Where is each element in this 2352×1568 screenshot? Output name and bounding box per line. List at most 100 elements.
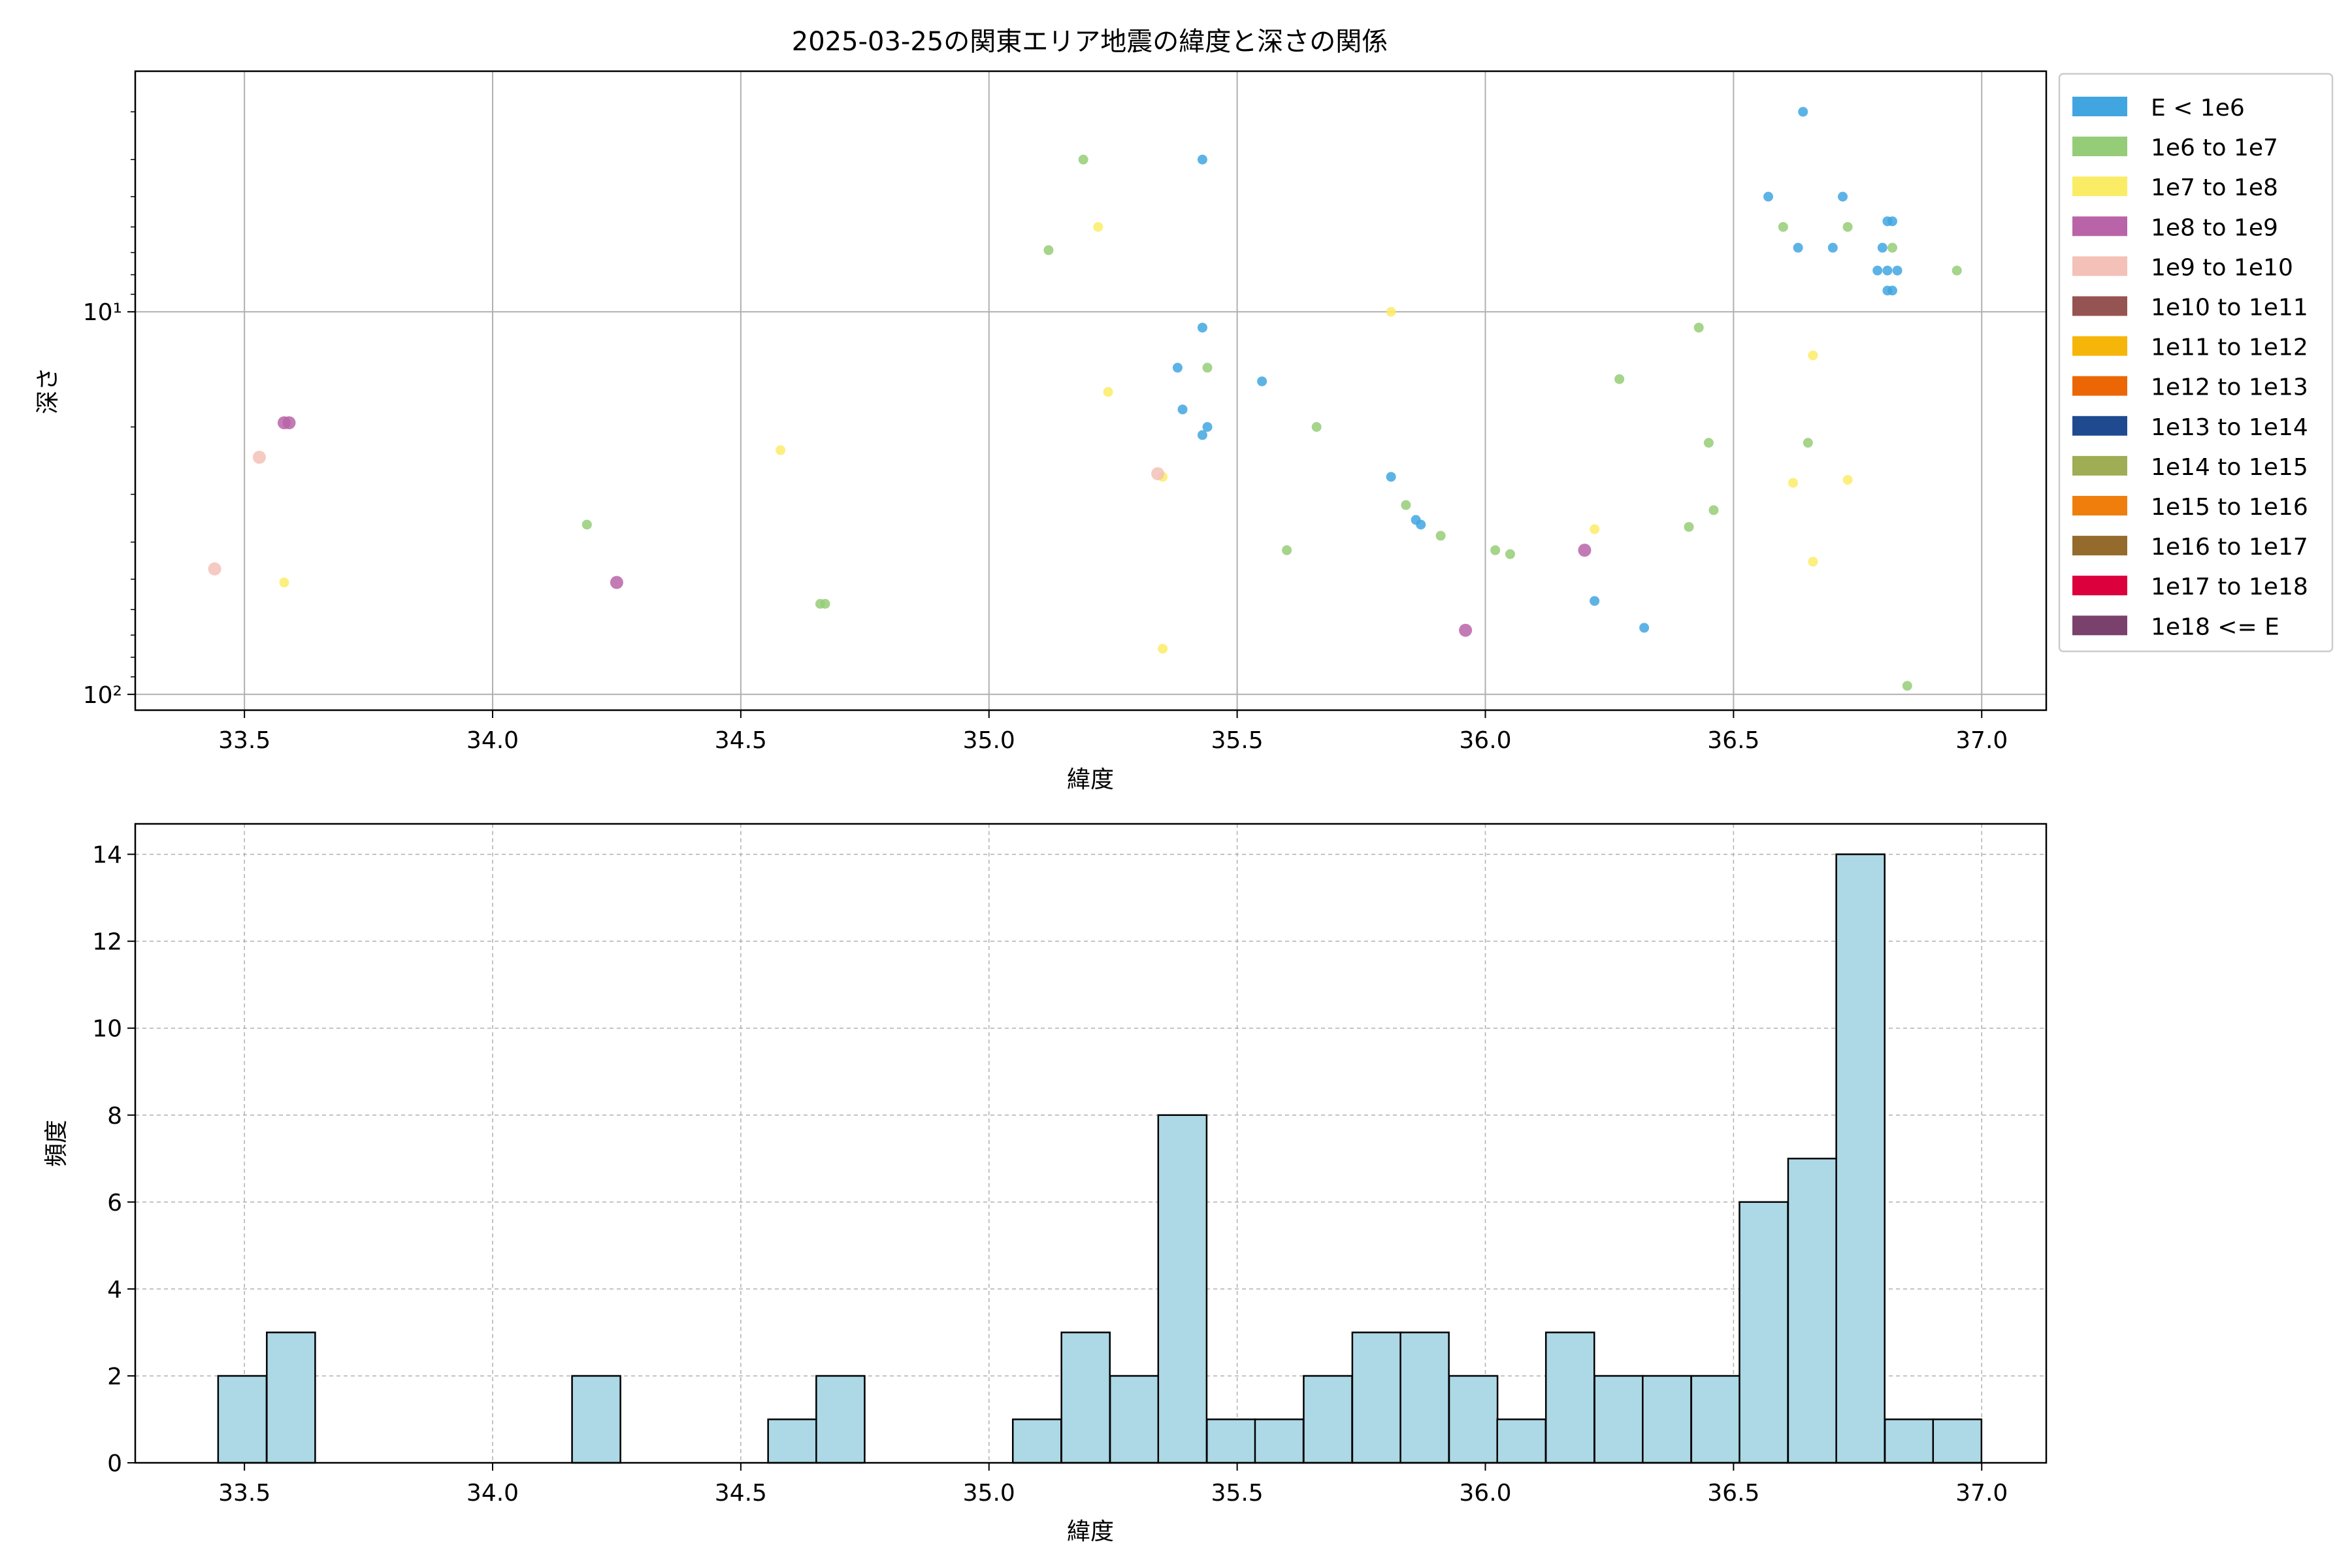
histogram-x-tick-label: 36.0 bbox=[1459, 1480, 1511, 1507]
scatter-point bbox=[1158, 644, 1168, 654]
scatter-point bbox=[776, 445, 786, 455]
scatter-ylabel: 深さ bbox=[35, 367, 61, 414]
histogram-bar bbox=[1593, 1375, 1644, 1464]
histogram-bar bbox=[1544, 1331, 1595, 1464]
legend-label: 1e11 to 1e12 bbox=[2151, 335, 2308, 361]
histogram-bar bbox=[1206, 1418, 1256, 1464]
scatter-point bbox=[1311, 422, 1322, 433]
scatter-point bbox=[1803, 438, 1813, 448]
scatter-point bbox=[1043, 245, 1054, 255]
legend-swatch bbox=[2072, 576, 2127, 596]
legend-label: 1e14 to 1e15 bbox=[2151, 454, 2308, 481]
histogram-ticks: 33.5 34.0 34.5 35.0 35.5 36.0 36.5 37.0 0 2 4 6 8 10 1… bbox=[92, 842, 2008, 1507]
scatter-point bbox=[1882, 265, 1893, 276]
histogram-y-tick-label: 14 bbox=[92, 842, 122, 869]
histogram-y-tick-label: 12 bbox=[92, 929, 122, 956]
scatter-point bbox=[610, 576, 623, 589]
scatter-point bbox=[1093, 221, 1103, 232]
legend-label: 1e15 to 1e16 bbox=[2151, 494, 2308, 521]
histogram-bar bbox=[1448, 1375, 1499, 1464]
scatter-point bbox=[1892, 265, 1903, 276]
scatter-point bbox=[279, 578, 289, 588]
legend-swatch bbox=[2072, 496, 2127, 515]
scatter-x-tick-label: 35.0 bbox=[963, 727, 1015, 754]
scatter-point bbox=[1177, 404, 1188, 415]
scatter-point bbox=[1763, 191, 1774, 202]
scatter-point bbox=[1808, 557, 1818, 567]
histogram-x-tick-label: 37.0 bbox=[1955, 1480, 2008, 1507]
scatter-point bbox=[1386, 306, 1396, 317]
scatter-point bbox=[1590, 596, 1600, 606]
histogram-bar bbox=[1787, 1158, 1838, 1464]
histogram-xlabel: 緯度 bbox=[1067, 1518, 1114, 1545]
scatter-point bbox=[1505, 549, 1515, 559]
histogram-bar bbox=[1884, 1418, 1935, 1464]
legend-swatch bbox=[2072, 416, 2127, 436]
histogram-y-tick-label: 8 bbox=[107, 1103, 122, 1130]
histogram-bar bbox=[1399, 1331, 1450, 1464]
histogram-bar bbox=[1739, 1201, 1789, 1464]
histogram-bar bbox=[767, 1418, 817, 1464]
histogram-bar bbox=[1835, 853, 1886, 1464]
scatter-point bbox=[1952, 265, 1962, 276]
legend-swatch bbox=[2072, 376, 2127, 396]
histogram-bar bbox=[1157, 1114, 1208, 1464]
scatter-x-tick-label: 34.0 bbox=[466, 727, 519, 754]
scatter-point bbox=[1197, 154, 1207, 165]
scatter-x-tick-label: 36.0 bbox=[1459, 727, 1511, 754]
scatter-point bbox=[1614, 374, 1625, 384]
legend-swatch bbox=[2072, 137, 2127, 157]
histogram-bar bbox=[1690, 1375, 1741, 1464]
scatter-point bbox=[581, 519, 592, 530]
legend-label: 1e7 to 1e8 bbox=[2151, 174, 2278, 201]
scatter-point bbox=[1827, 242, 1838, 253]
legend-label: 1e16 to 1e17 bbox=[2151, 534, 2308, 561]
histogram-x-tick-label: 35.5 bbox=[1211, 1480, 1264, 1507]
legend-label: 1e12 to 1e13 bbox=[2151, 374, 2308, 401]
scatter-point bbox=[820, 598, 830, 609]
scatter-point bbox=[1842, 221, 1853, 232]
scatter-point bbox=[1639, 623, 1650, 633]
scatter-point bbox=[1902, 681, 1912, 691]
scatter-point bbox=[1887, 216, 1897, 227]
histogram-ylabel: 頻度 bbox=[43, 1120, 70, 1167]
scatter-point bbox=[1078, 154, 1088, 165]
scatter-point bbox=[208, 562, 221, 576]
histogram-x-tick-label: 33.5 bbox=[218, 1480, 270, 1507]
scatter-x-tick-label: 37.0 bbox=[1955, 727, 2008, 754]
scatter-point bbox=[1578, 544, 1592, 557]
scatter-y-tick-label: 10² bbox=[83, 682, 122, 709]
legend-swatch bbox=[2072, 296, 2127, 316]
scatter-plot: 33.5 34.0 34.5 35.0 35.5 36.0 36.5 37.0 10¹ 10² 緯… bbox=[35, 70, 2048, 793]
scatter-points bbox=[208, 106, 1962, 691]
scatter-point bbox=[1872, 265, 1883, 276]
scatter-x-tick-label: 33.5 bbox=[218, 727, 270, 754]
legend-label: 1e17 to 1e18 bbox=[2151, 574, 2308, 600]
histogram-bar bbox=[217, 1375, 268, 1464]
scatter-point bbox=[1887, 242, 1897, 253]
scatter-point bbox=[1386, 472, 1396, 482]
scatter-point bbox=[1778, 221, 1788, 232]
scatter-y-tick-label: 10¹ bbox=[83, 299, 122, 326]
scatter-point bbox=[1459, 623, 1473, 637]
scatter-grid bbox=[135, 71, 2046, 710]
scatter-point bbox=[252, 450, 266, 464]
legend-swatch bbox=[2072, 455, 2127, 476]
scatter-point bbox=[1490, 545, 1501, 555]
legend-swatch bbox=[2072, 176, 2127, 197]
histogram-y-tick-label: 4 bbox=[107, 1277, 122, 1303]
scatter-legend: E < 1e6 1e6 to 1e7 1e7 to 1e8 1e8 to 1e9 1e9… bbox=[2058, 73, 2334, 653]
histogram-bar bbox=[1351, 1331, 1402, 1464]
scatter-point bbox=[1172, 363, 1183, 373]
scatter-point bbox=[1842, 474, 1853, 485]
scatter-point bbox=[1708, 505, 1719, 515]
scatter-point bbox=[1788, 478, 1799, 488]
histogram-bar bbox=[815, 1375, 866, 1464]
histogram-bar bbox=[571, 1375, 621, 1464]
histogram-bar bbox=[1060, 1331, 1111, 1464]
scatter-axes-frame bbox=[134, 70, 2048, 711]
scatter-point bbox=[1877, 242, 1887, 253]
scatter-point bbox=[1401, 500, 1411, 510]
scatter-ticks: 33.5 34.0 34.5 35.0 35.5 36.0 36.5 37.0 10¹ 10² bbox=[83, 111, 2008, 754]
